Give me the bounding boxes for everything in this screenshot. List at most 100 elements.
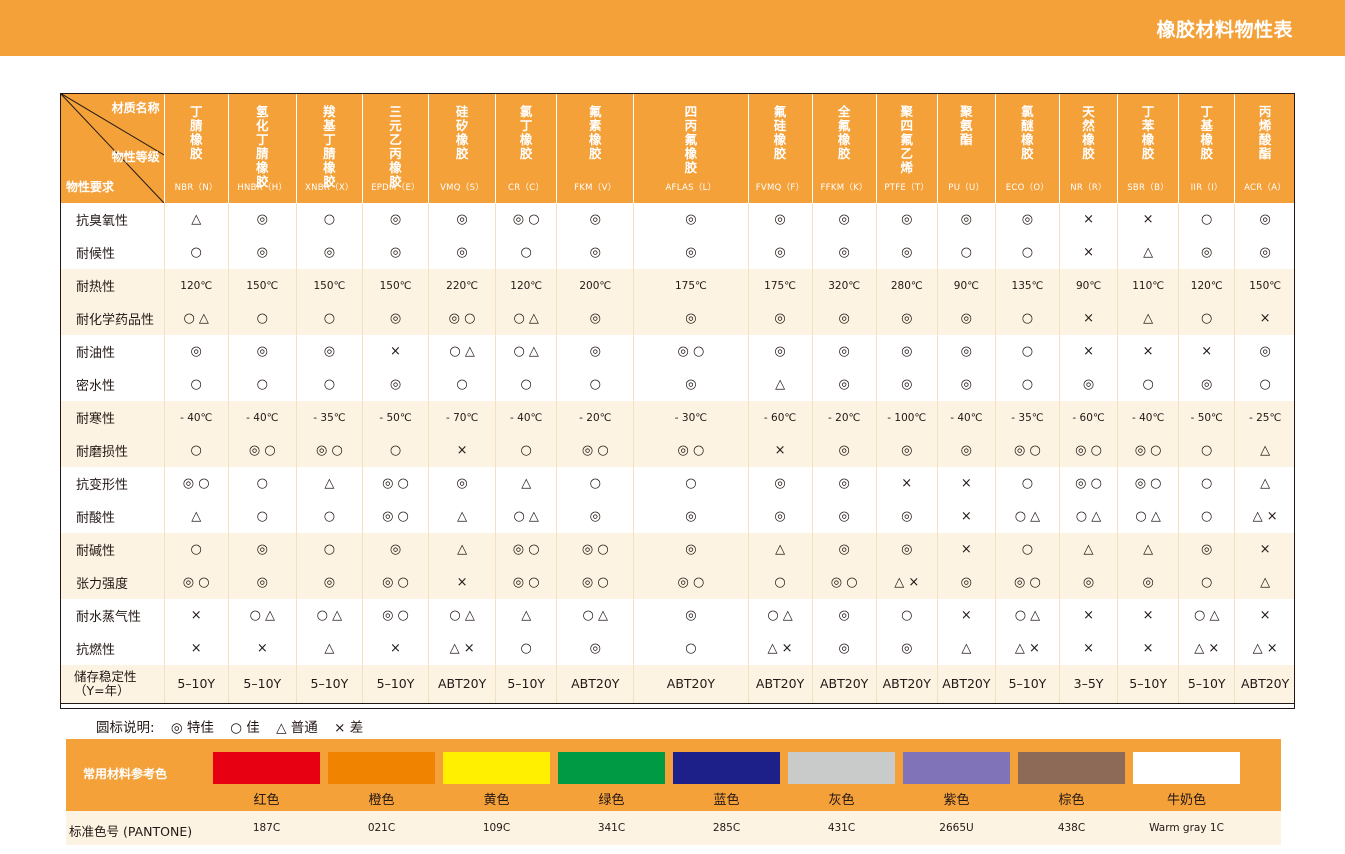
pantone-code: 109C	[482, 822, 511, 834]
rating-cell: ◎	[556, 632, 634, 665]
rating-cell: ABT20Y	[1234, 665, 1295, 704]
rating-cell: ○ △	[747, 599, 813, 632]
reference-color-label: 常用材料参考色	[83, 767, 168, 781]
pantone-code: 2665U	[939, 822, 974, 834]
color-name: 蓝色	[713, 793, 740, 808]
rating-cell: - 40℃	[936, 401, 996, 434]
rating-cell: ◎	[633, 203, 749, 236]
rating-cell: 175℃	[633, 269, 749, 302]
material-name: 氯醚橡胶	[1021, 104, 1034, 161]
color-name: 橙色	[368, 793, 395, 808]
rating-cell: ◎ ○	[994, 566, 1060, 599]
color-name: 黄色	[483, 793, 510, 808]
color-swatch	[1018, 752, 1125, 784]
rating-cell: ○	[994, 533, 1060, 566]
rating-cell: ○	[633, 632, 749, 665]
rating-cell: 5–10Y	[361, 665, 429, 704]
rating-cell: ×	[875, 467, 938, 500]
material-code: SBR（B）	[1127, 183, 1169, 193]
table-row: 耐寒性 - 40℃ - 40℃ - 35℃ - 50℃ - 70℃ - 40℃ - 20℃ - …	[60, 401, 1295, 434]
rating-cell: ◎ ○	[556, 434, 634, 467]
property-label: 储存稳定性（Y=年）	[60, 665, 165, 704]
rating-cell: ◎ ○	[1058, 467, 1118, 500]
property-label: 密水性	[76, 379, 116, 394]
rating-cell: ○	[227, 500, 297, 533]
rating-cell: ABT20Y	[936, 665, 996, 704]
rating-cell: ○	[227, 368, 297, 401]
rating-cell: ◎	[747, 236, 813, 269]
rating-cell: ×	[1117, 203, 1179, 236]
rating-cell: ○ △	[295, 599, 363, 632]
rating-cell: ◎	[1234, 236, 1295, 269]
color-swatch	[1133, 752, 1240, 784]
rating-cell: ◎	[811, 236, 877, 269]
rating-cell: ◎	[361, 236, 429, 269]
rating-cell: ◎ ○	[227, 434, 297, 467]
rating-cell: ◎	[556, 500, 634, 533]
color-swatch	[443, 752, 550, 784]
rating-cell: ○	[1178, 302, 1235, 335]
table-body: 抗臭氧性 △ ◎ ○ ◎ ◎ ◎ ○ ◎ ◎ ◎ ◎ ◎ ◎ ◎ × × ○ ◎ 耐候性 ○ ◎ ◎ ◎ ◎ ○ ◎ ◎ ◎ ◎ ◎ ○ ○ ×…	[60, 203, 1295, 704]
rating-cell: ◎	[633, 368, 749, 401]
rating-cell: ◎	[633, 599, 749, 632]
rating-cell: ◎	[811, 533, 877, 566]
color-name: 牛奶色	[1166, 793, 1206, 808]
rating-cell: 320℃	[811, 269, 877, 302]
legend-excellent: ◎ 特佳	[170, 720, 214, 736]
rating-cell: ×	[428, 566, 496, 599]
rating-cell: △ ×	[1234, 500, 1295, 533]
corner-label-grade: 物性等级	[111, 150, 160, 164]
rating-cell: ◎	[295, 236, 363, 269]
material-code: ACR（A）	[1244, 183, 1287, 193]
rating-cell: ×	[1117, 632, 1179, 665]
rating-cell: ×	[227, 632, 297, 665]
corner-label-material: 材质名称	[111, 101, 160, 115]
rating-cell: ○ △	[1117, 500, 1179, 533]
rating-cell: ◎	[1117, 566, 1179, 599]
pantone-code: 187C	[252, 822, 281, 834]
rating-cell: 5–10Y	[994, 665, 1060, 704]
color-name: 灰色	[828, 793, 855, 808]
rating-cell: ○ △	[428, 335, 496, 368]
rating-cell: ◎	[295, 566, 363, 599]
property-label: 耐热性	[76, 280, 116, 295]
rating-cell: 5–10Y	[1117, 665, 1179, 704]
rating-cell: ○ △	[495, 500, 557, 533]
rating-cell: ○	[875, 599, 938, 632]
rating-cell: ◎	[633, 302, 749, 335]
rating-cell: ◎	[875, 368, 938, 401]
page-title: 橡胶材料物性表	[1156, 19, 1293, 41]
rating-cell: ◎	[875, 236, 938, 269]
rating-cell: ○	[1234, 368, 1295, 401]
rating-cell: ABT20Y	[556, 665, 634, 704]
pantone-code: 021C	[367, 822, 396, 834]
rating-cell: ABT20Y	[875, 665, 938, 704]
color-swatch	[903, 752, 1010, 784]
color-name: 棕色	[1058, 793, 1085, 808]
rating-cell: ◎	[747, 335, 813, 368]
pantone-code: 431C	[827, 822, 856, 834]
table-row: 储存稳定性（Y=年） 5–10Y 5–10Y 5–10Y 5–10Y ABT20Y 5–10…	[60, 665, 1295, 704]
rating-cell: ×	[936, 500, 996, 533]
rating-cell: ×	[936, 599, 996, 632]
table-row: 耐磨损性 ○ ◎ ○ ◎ ○ ○ × ○ ◎ ○ ◎ ○ × ◎ ◎ ◎ ◎ ○ ◎ ○ ◎ ○ ○ △	[60, 434, 1295, 467]
rating-cell: ○	[994, 236, 1060, 269]
reference-color-band: 常用材料参考色 红色 橙色 黄色 绿色 蓝色 灰色 紫色 棕色 牛奶色	[66, 739, 1281, 811]
material-name: 硅矽橡胶	[455, 104, 469, 161]
corner-label-requirement: 物性要求	[66, 180, 115, 194]
rating-cell: ○	[163, 533, 229, 566]
rating-cell: ○	[295, 368, 363, 401]
rating-cell: 5–10Y	[227, 665, 297, 704]
rating-cell: ◎ ○	[495, 566, 557, 599]
material-header: 聚氨酯 PU（U）	[936, 93, 996, 203]
material-code: HNBR（H）	[237, 183, 288, 193]
table-row: 耐化学药品性 ○ △ ○ ○ ◎ ◎ ○ ○ △ ◎ ◎ ◎ ◎ ◎ ◎ ○ × △ ○ ×	[60, 302, 1295, 335]
pantone-code: 438C	[1057, 822, 1086, 834]
rating-cell: ×	[428, 434, 496, 467]
rating-cell: ◎ ○	[556, 566, 634, 599]
rating-cell: ×	[163, 632, 229, 665]
rating-cell: ◎	[227, 533, 297, 566]
rating-cell: ◎	[227, 203, 297, 236]
material-header: 全氟橡胶 FFKM（K）	[811, 93, 877, 203]
rating-cell: ◎	[747, 500, 813, 533]
